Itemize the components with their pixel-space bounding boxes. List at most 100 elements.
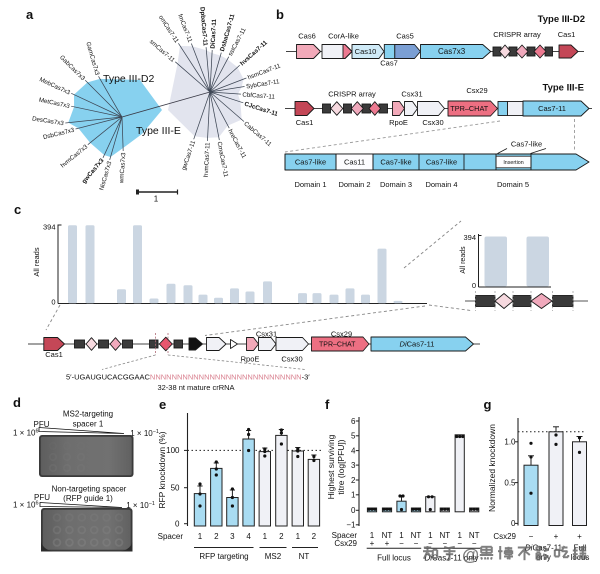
svg-text:−: − <box>529 532 534 541</box>
svg-text:Domain 2: Domain 2 <box>338 180 370 189</box>
svg-text:Csx31: Csx31 <box>401 90 422 99</box>
svg-text:4: 4 <box>246 532 251 541</box>
svg-text:g: g <box>484 397 492 412</box>
svg-text:NT: NT <box>439 531 450 540</box>
svg-text:Normalized knockdown: Normalized knockdown <box>487 424 497 512</box>
svg-text:1.0: 1.0 <box>504 438 516 447</box>
svg-text:only: only <box>536 553 551 562</box>
svg-text:Cas6: Cas6 <box>298 32 316 41</box>
svg-text:Cas7: Cas7 <box>380 59 398 68</box>
svg-text:Cas7-11: Cas7-11 <box>538 104 566 113</box>
svg-text:f: f <box>325 397 330 412</box>
svg-text:394: 394 <box>43 223 56 232</box>
svg-text:2: 2 <box>279 532 284 541</box>
svg-text:2: 2 <box>351 476 356 485</box>
svg-text:−: − <box>457 539 462 548</box>
svg-text:Full locus: Full locus <box>377 554 411 563</box>
svg-text:Domain 3: Domain 3 <box>380 180 412 189</box>
svg-text:1: 1 <box>296 532 301 541</box>
svg-text:1: 1 <box>263 532 268 541</box>
svg-text:Cas1: Cas1 <box>296 118 314 127</box>
svg-text:1 × 10−1: 1 × 10−1 <box>130 429 159 438</box>
svg-text:MS2-targeting: MS2-targeting <box>63 410 113 419</box>
svg-text:Cas5: Cas5 <box>396 32 414 41</box>
svg-text:Csx29: Csx29 <box>493 532 516 541</box>
svg-text:Csx29: Csx29 <box>334 539 357 548</box>
svg-text:Csx31: Csx31 <box>256 330 277 339</box>
svg-text:CbfCas7-11: CbfCas7-11 <box>242 92 276 101</box>
svg-text:DiCas7-11: DiCas7-11 <box>210 18 219 48</box>
svg-text:a: a <box>26 7 34 22</box>
svg-text:1: 1 <box>457 531 462 540</box>
svg-text:Cas10: Cas10 <box>355 47 377 56</box>
svg-text:−: − <box>399 539 404 548</box>
svg-text:Csx30: Csx30 <box>281 355 302 364</box>
svg-text:100: 100 <box>166 446 180 455</box>
svg-text:5′-UGAUGUCACGGAACNNNNNNNNNNNNN: 5′-UGAUGUCACGGAACNNNNNNNNNNNNNNNNNNNNNNN… <box>66 373 310 382</box>
svg-text:Cas11: Cas11 <box>344 158 365 167</box>
svg-text:Domain 1: Domain 1 <box>294 180 326 189</box>
svg-text:−: − <box>414 539 419 548</box>
svg-text:DiCas7-11: DiCas7-11 <box>400 340 435 349</box>
svg-text:RpoE: RpoE <box>389 118 408 127</box>
svg-text:NT: NT <box>469 531 480 540</box>
svg-text:−1: −1 <box>346 521 356 530</box>
svg-text:wmCas7x3: wmCas7x3 <box>118 152 127 185</box>
svg-text:0: 0 <box>472 281 476 290</box>
svg-text:+: + <box>370 539 375 548</box>
svg-text:e: e <box>159 397 166 412</box>
svg-text:1: 1 <box>370 531 375 540</box>
svg-text:spacer 1: spacer 1 <box>73 420 104 429</box>
svg-text:2: 2 <box>214 532 219 541</box>
svg-text:TPR–CHAT: TPR–CHAT <box>450 104 489 113</box>
svg-text:Cas1: Cas1 <box>45 350 63 359</box>
svg-text:Cas7x3: Cas7x3 <box>438 47 466 56</box>
svg-text:CRISPR array: CRISPR array <box>328 90 376 99</box>
svg-text:3: 3 <box>351 461 356 470</box>
svg-text:NT: NT <box>299 552 310 561</box>
svg-text:RpoE: RpoE <box>241 355 260 364</box>
svg-text:Csx29: Csx29 <box>331 330 352 339</box>
svg-text:+: + <box>385 539 390 548</box>
svg-text:d: d <box>13 395 21 410</box>
svg-text:Domain 4: Domain 4 <box>425 180 457 189</box>
svg-text:1 × 10−1: 1 × 10−1 <box>126 501 155 510</box>
svg-text:50: 50 <box>171 484 180 493</box>
svg-text:Cas7-like: Cas7-like <box>426 158 457 167</box>
svg-text:Type III-D2: Type III-D2 <box>538 14 585 25</box>
svg-text:CRISPR array: CRISPR array <box>493 30 541 39</box>
svg-text:1 × 106: 1 × 106 <box>13 501 39 510</box>
svg-text:All reads: All reads <box>32 247 41 276</box>
svg-text:0: 0 <box>51 298 55 307</box>
svg-text:RFP targeting: RFP targeting <box>199 552 248 561</box>
svg-text:2: 2 <box>312 532 317 541</box>
svg-text:CorA-like: CorA-like <box>328 32 359 41</box>
svg-text:Csx29: Csx29 <box>466 86 487 95</box>
svg-text:Cas7-like: Cas7-like <box>511 140 542 149</box>
svg-text:Cas7-like: Cas7-like <box>380 158 411 167</box>
svg-text:−: − <box>442 539 447 548</box>
svg-text:1: 1 <box>428 531 433 540</box>
svg-text:1: 1 <box>351 491 356 500</box>
svg-text:3: 3 <box>230 532 235 541</box>
svg-text:(RFP guide 1): (RFP guide 1) <box>63 494 113 503</box>
svg-text:4: 4 <box>351 446 356 455</box>
svg-text:Csx30: Csx30 <box>422 118 443 127</box>
svg-text:All reads: All reads <box>460 246 467 274</box>
svg-text:PFU: PFU <box>34 493 50 502</box>
svg-text:1: 1 <box>399 531 404 540</box>
svg-text:Non-targeting spacer: Non-targeting spacer <box>52 485 127 494</box>
svg-text:5: 5 <box>351 432 356 441</box>
svg-text:0.5: 0.5 <box>504 478 516 487</box>
svg-text:RFP knockdown (%): RFP knockdown (%) <box>157 431 167 508</box>
svg-text:Type III-E: Type III-E <box>542 83 584 94</box>
svg-text:b: b <box>276 7 284 22</box>
svg-text:394: 394 <box>463 233 476 242</box>
svg-text:Spacer: Spacer <box>158 532 184 541</box>
svg-text:Cas7-like: Cas7-like <box>295 158 326 167</box>
svg-text:titre (log[PFU]): titre (log[PFU]) <box>336 439 346 494</box>
svg-text:@: @ <box>462 545 479 565</box>
svg-text:1: 1 <box>198 532 203 541</box>
svg-text:0: 0 <box>351 506 356 515</box>
svg-text:c: c <box>14 202 21 217</box>
